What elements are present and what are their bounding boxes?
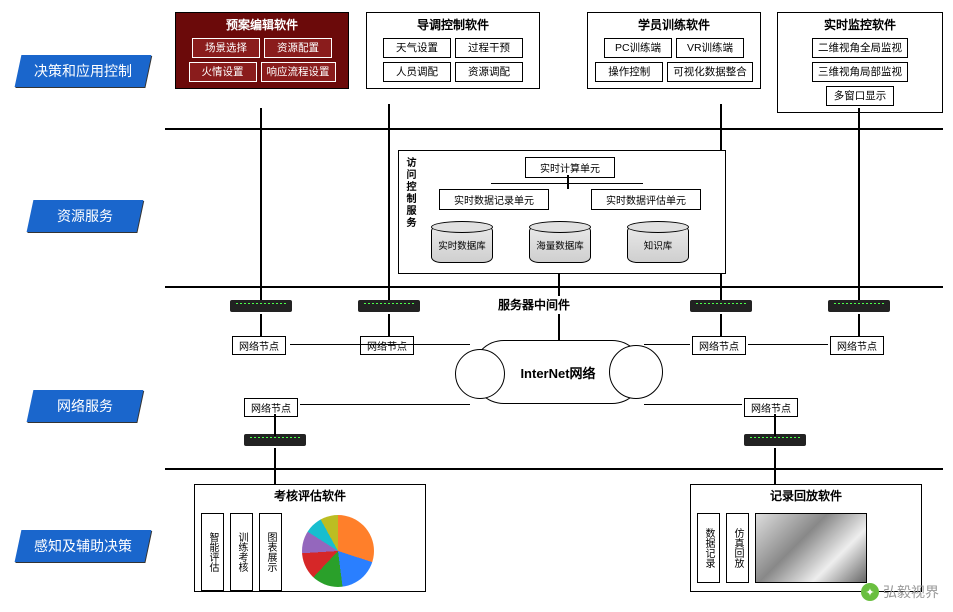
connector <box>416 344 470 345</box>
resource-service-box: 访问控制服务 实时计算单元 实时数据记录单元 实时数据评估单元 实时数据库 海量… <box>398 150 726 274</box>
panel-title: 导调控制软件 <box>367 13 539 34</box>
separator-3 <box>165 468 943 470</box>
chip: 场景选择 <box>192 38 260 58</box>
connector <box>274 448 276 486</box>
wechat-icon: ✦ <box>861 583 879 601</box>
vchip: 仿真回放 <box>726 513 749 583</box>
chip: VR训练端 <box>676 38 744 58</box>
db-realtime: 实时数据库 <box>431 225 493 263</box>
layer-label-4: 感知及辅助决策 <box>15 530 152 562</box>
connector <box>260 108 262 300</box>
eval-unit: 实时数据评估单元 <box>591 189 701 210</box>
panel-monitor: 实时监控软件 二维视角全局监视 三维视角局部监视 多窗口显示 <box>777 12 943 113</box>
access-control-label: 访问控制服务 <box>402 157 417 229</box>
cloud-label: InterNet网络 <box>520 363 595 382</box>
panel-director-control: 导调控制软件 天气设置 过程干预 人员调配 资源调配 <box>366 12 540 89</box>
network-node: 网络节点 <box>692 336 746 355</box>
router-icon <box>230 300 292 312</box>
chip: 二维视角全局监视 <box>812 38 908 58</box>
connector <box>774 448 776 486</box>
panel-plan-edit: 预案编辑软件 场景选择 资源配置 火情设置 响应流程设置 <box>175 12 349 89</box>
panel-title: 实时监控软件 <box>778 13 942 34</box>
network-node: 网络节点 <box>744 398 798 417</box>
vchip: 数据记录 <box>697 513 720 583</box>
connector <box>644 344 690 345</box>
separator-1 <box>165 128 943 130</box>
chip: 响应流程设置 <box>261 62 336 82</box>
record-unit: 实时数据记录单元 <box>439 189 549 210</box>
connector <box>558 274 560 296</box>
router-icon <box>690 300 752 312</box>
connector <box>388 314 390 336</box>
panel-record-replay: 记录回放软件 数据记录 仿真回放 <box>690 484 922 592</box>
chip: 天气设置 <box>383 38 451 58</box>
connector <box>644 404 742 405</box>
panel-title: 考核评估软件 <box>195 485 425 507</box>
connector <box>748 344 828 345</box>
chip: 过程干预 <box>455 38 523 58</box>
connector <box>274 414 276 436</box>
connector <box>491 183 643 184</box>
connector <box>388 104 390 300</box>
panel-title: 记录回放软件 <box>691 485 921 507</box>
panel-title: 学员训练软件 <box>588 13 760 34</box>
network-node: 网络节点 <box>830 336 884 355</box>
chip: 资源调配 <box>455 62 523 82</box>
compute-unit: 实时计算单元 <box>525 157 615 178</box>
internet-cloud: InterNet网络 <box>472 340 644 404</box>
layer-label-1: 决策和应用控制 <box>15 55 152 87</box>
vchip: 智能评估 <box>201 513 224 591</box>
replay-thumbnail <box>755 513 867 583</box>
chip: PC训练端 <box>604 38 672 58</box>
vchip: 图表展示 <box>259 513 282 591</box>
vchip: 训练考核 <box>230 513 253 591</box>
network-node: 网络节点 <box>232 336 286 355</box>
chip: 资源配置 <box>264 38 332 58</box>
connector <box>300 404 470 405</box>
db-mass: 海量数据库 <box>529 225 591 263</box>
chip: 操作控制 <box>595 62 663 82</box>
connector <box>720 314 722 336</box>
db-knowledge: 知识库 <box>627 225 689 263</box>
chip: 人员调配 <box>383 62 451 82</box>
network-node: 网络节点 <box>360 336 414 355</box>
chip: 火情设置 <box>189 62 257 82</box>
panel-assessment: 考核评估软件 智能评估 训练考核 图表展示 <box>194 484 426 592</box>
watermark-text: 弘毅视界 <box>883 582 939 602</box>
connector <box>558 314 560 342</box>
router-icon <box>358 300 420 312</box>
connector <box>774 414 776 436</box>
pie-chart <box>302 515 374 587</box>
chip: 多窗口显示 <box>826 86 894 106</box>
connector <box>858 108 860 300</box>
chip: 可视化数据整合 <box>667 62 753 82</box>
connector <box>858 314 860 336</box>
separator-2 <box>165 286 943 288</box>
network-node: 网络节点 <box>244 398 298 417</box>
watermark: ✦ 弘毅视界 <box>861 582 939 602</box>
layer-label-3: 网络服务 <box>27 390 144 422</box>
middleware-label: 服务器中间件 <box>498 296 570 313</box>
panel-trainee: 学员训练软件 PC训练端 VR训练端 操作控制 可视化数据整合 <box>587 12 761 89</box>
panel-title: 预案编辑软件 <box>176 13 348 34</box>
connector <box>260 314 262 336</box>
layer-label-2: 资源服务 <box>27 200 144 232</box>
router-icon <box>828 300 890 312</box>
chip: 三维视角局部监视 <box>812 62 908 82</box>
connector <box>567 175 569 189</box>
